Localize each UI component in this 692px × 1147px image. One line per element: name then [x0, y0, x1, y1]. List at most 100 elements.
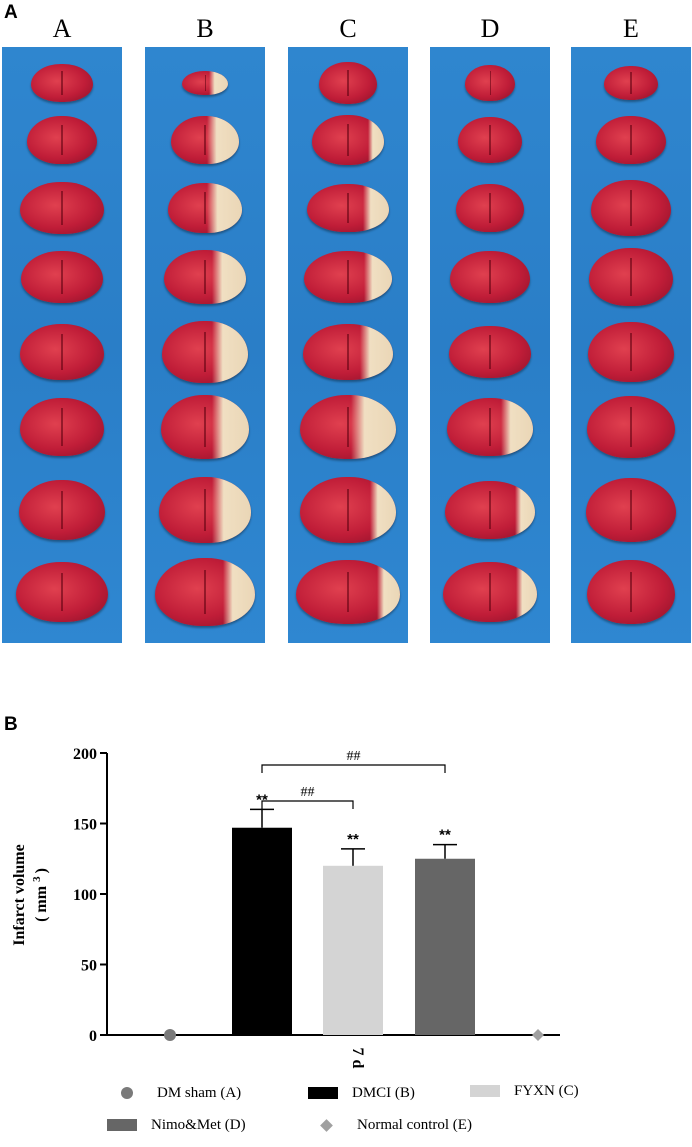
infarct-region — [207, 116, 239, 164]
brain-slice — [587, 560, 675, 624]
infarct-region — [223, 558, 255, 626]
bar — [323, 865, 383, 1035]
brain-slice — [159, 477, 251, 543]
legend-diamond-icon — [320, 1118, 333, 1132]
brain-slice — [604, 66, 658, 100]
panel-b-letter: B — [4, 714, 18, 735]
group-column-label: E — [623, 14, 639, 43]
normal-control-marker — [532, 1029, 544, 1041]
y-tick-label: 150 — [73, 817, 97, 834]
infarct-region — [362, 184, 389, 232]
dm-sham-marker — [164, 1029, 176, 1041]
infarct-region — [368, 115, 384, 165]
comparison-label: ## — [347, 749, 361, 764]
brain-slice — [312, 115, 384, 165]
brain-slice — [319, 62, 377, 104]
slice-photo-strip — [571, 47, 691, 643]
brain-slice — [168, 183, 242, 233]
legend-label: FYXN (C) — [514, 1082, 579, 1099]
infarct-region — [211, 250, 246, 304]
y-tick-label: 0 — [89, 1028, 97, 1045]
brain-slice — [300, 395, 396, 459]
brain-slice — [589, 248, 673, 306]
brain-slice — [182, 71, 228, 95]
infarct-region — [515, 481, 535, 539]
infarct-region — [212, 395, 249, 459]
infarct-region — [359, 324, 393, 380]
legend-swatch — [308, 1087, 338, 1099]
infarct-region — [212, 477, 251, 543]
brain-slice — [588, 322, 674, 382]
legend-item: Normal control (E) — [308, 1114, 472, 1136]
panel-a-letter: A — [4, 2, 18, 23]
brain-slice — [443, 562, 537, 622]
brain-slice — [162, 321, 248, 383]
brain-slice — [447, 398, 533, 456]
bar — [232, 827, 292, 1035]
brain-slice — [304, 251, 392, 303]
brain-slice — [155, 558, 255, 626]
legend-swatch — [107, 1119, 137, 1131]
brain-slice — [300, 477, 396, 543]
y-tick-label: 100 — [73, 887, 97, 904]
brain-slice — [465, 65, 515, 101]
brain-slice — [171, 116, 239, 164]
significance-stars: ** — [347, 831, 359, 848]
significance-stars: ** — [256, 791, 268, 808]
group-column-label: B — [196, 14, 214, 43]
slice-photo-strip — [2, 47, 122, 643]
y-unit-superscript: 3 — [31, 876, 43, 882]
brain-slice — [19, 480, 105, 540]
significance-stars: ** — [439, 827, 451, 844]
brain-slice — [445, 481, 535, 539]
brain-slice — [307, 184, 389, 232]
brain-slice — [303, 324, 393, 380]
group-column-label: D — [480, 14, 500, 43]
brain-slice — [31, 64, 93, 102]
brain-slice — [450, 251, 530, 303]
y-unit-close: ) — [33, 868, 50, 873]
brain-slice — [591, 180, 671, 236]
infarct-region — [207, 183, 242, 233]
y-axis-unit: ( mm 3) — [31, 868, 50, 922]
brain-slice — [161, 395, 249, 459]
y-axis-label: Infarct volume — [11, 844, 28, 945]
legend-item: FYXN (C) — [470, 1080, 579, 1102]
legend-label: Nimo&Met (D) — [151, 1116, 246, 1133]
brain-slice — [449, 326, 531, 378]
y-unit-text: ( mm — [33, 882, 50, 922]
legend-item: DMCI (B) — [308, 1082, 415, 1104]
brain-slice — [20, 398, 104, 456]
infarct-region — [516, 562, 537, 622]
group-column-label: A — [52, 14, 72, 43]
y-tick-label: 200 — [73, 746, 97, 763]
infarct-region — [350, 395, 396, 459]
brain-slice — [20, 182, 104, 234]
legend-circle-icon — [121, 1087, 133, 1099]
group-column-label: C — [339, 14, 357, 43]
legend-item: Nimo&Met (D) — [107, 1114, 246, 1136]
legend-label: DMCI (B) — [352, 1084, 415, 1101]
infarct-region — [363, 251, 392, 303]
bar — [415, 858, 475, 1035]
brain-slice — [596, 116, 666, 164]
brain-slice — [586, 478, 676, 542]
infarct-region — [377, 560, 400, 624]
legend-item: DM sham (A) — [107, 1082, 241, 1104]
brain-slice — [164, 250, 246, 304]
legend-label: DM sham (A) — [157, 1084, 242, 1101]
brain-slice — [458, 117, 522, 163]
brain-slice — [27, 116, 97, 164]
slice-photo-strip — [288, 47, 408, 643]
comparison-bracket — [261, 764, 446, 773]
brain-slice — [20, 324, 104, 380]
slice-photo-strip — [430, 47, 550, 643]
brain-slice — [21, 251, 103, 303]
infarct-region — [501, 398, 533, 456]
infarct-region — [208, 71, 228, 95]
x-tick-label: 7 d — [349, 1048, 366, 1069]
brain-slice — [296, 560, 400, 624]
comparison-bracket — [261, 800, 354, 809]
y-tick-label: 50 — [81, 958, 97, 975]
